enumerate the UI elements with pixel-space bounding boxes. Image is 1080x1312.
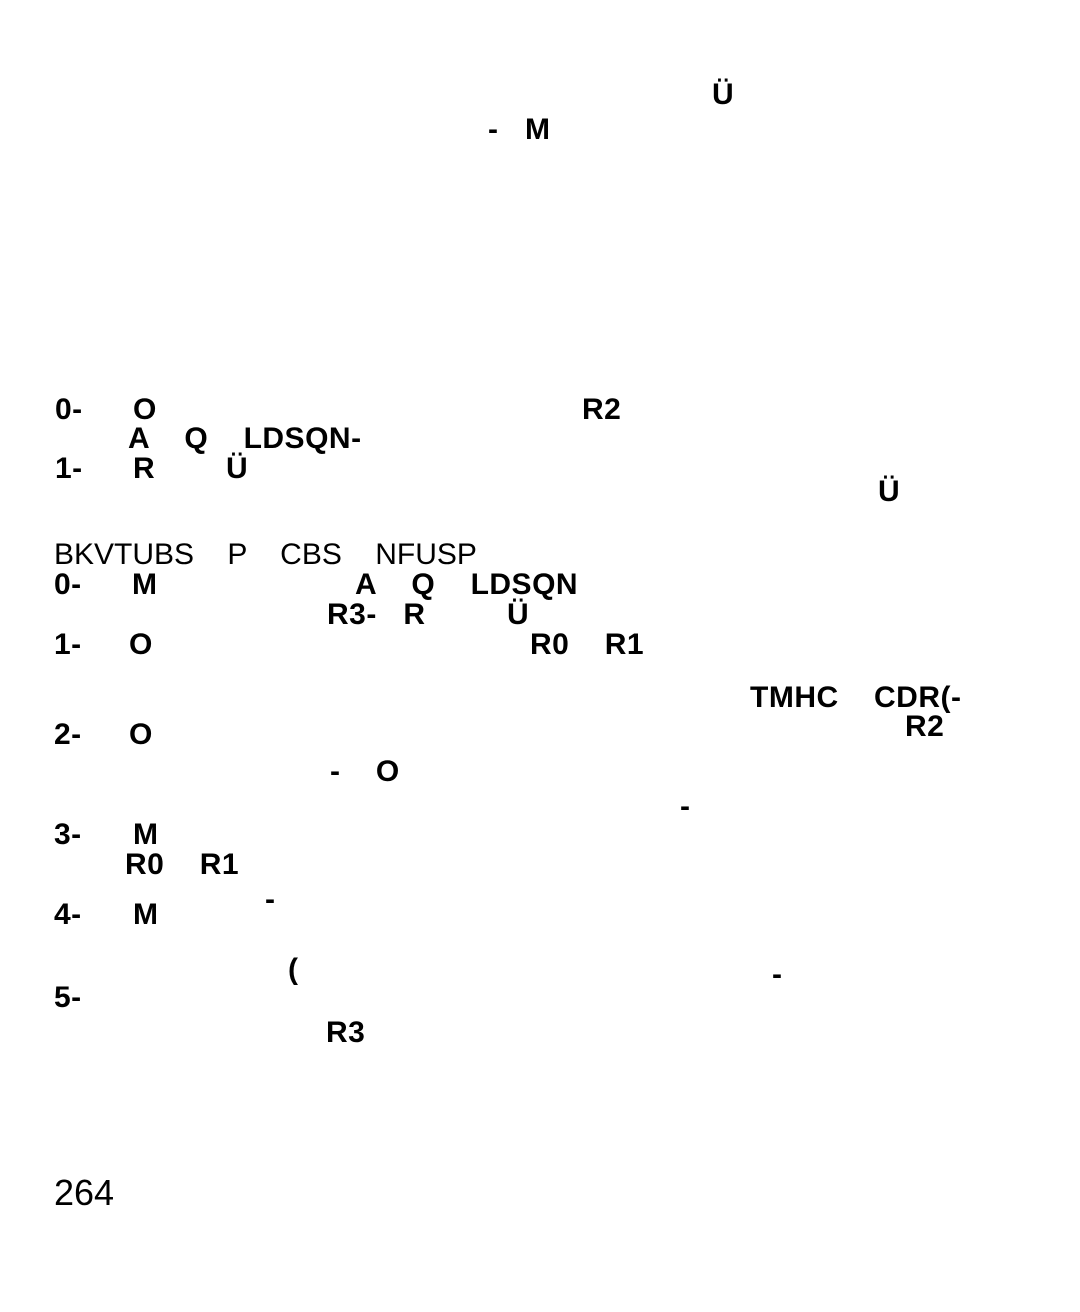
label-16: 1- [54, 630, 82, 660]
label-24: - [680, 792, 691, 822]
label-22: R2 [905, 712, 944, 742]
label-2: 0- [55, 395, 83, 425]
page-number: 264 [54, 1175, 114, 1211]
label-31: ( [288, 955, 299, 985]
label-20: 2- [54, 720, 82, 750]
label-29: 4- [54, 900, 82, 930]
label-0: Ü [712, 80, 734, 110]
label-21: O [129, 720, 153, 750]
label-30: M [133, 900, 159, 930]
page-stage: Ü- M0-OR2A Q LDSQN-1-RÜÜBKVTUBS P CBS NF… [0, 0, 1080, 1312]
label-14: R3- R [327, 600, 426, 630]
label-6: 1- [55, 454, 83, 484]
label-17: O [129, 630, 153, 660]
label-12: M [132, 570, 158, 600]
label-11: 0- [54, 570, 82, 600]
label-10: BKVTUBS P CBS NFUSP [54, 540, 477, 570]
label-15: Ü [507, 600, 529, 630]
label-9: Ü [878, 477, 900, 507]
label-25: 3- [54, 820, 82, 850]
label-19: TMHC CDR(- [750, 683, 961, 713]
label-28: - [265, 885, 276, 915]
label-23: - O [330, 757, 400, 787]
label-7: R [133, 454, 155, 484]
label-3: O [133, 395, 157, 425]
label-32: - [772, 960, 783, 990]
label-34: R3 [326, 1018, 365, 1048]
label-33: 5- [54, 983, 82, 1013]
label-13: A Q LDSQN [355, 570, 578, 600]
label-8: Ü [226, 454, 248, 484]
label-26: M [133, 820, 159, 850]
label-18: R0 R1 [530, 630, 644, 660]
label-27: R0 R1 [125, 850, 239, 880]
label-5: A Q LDSQN- [128, 424, 362, 454]
label-1: - M [488, 115, 551, 145]
label-4: R2 [582, 395, 621, 425]
